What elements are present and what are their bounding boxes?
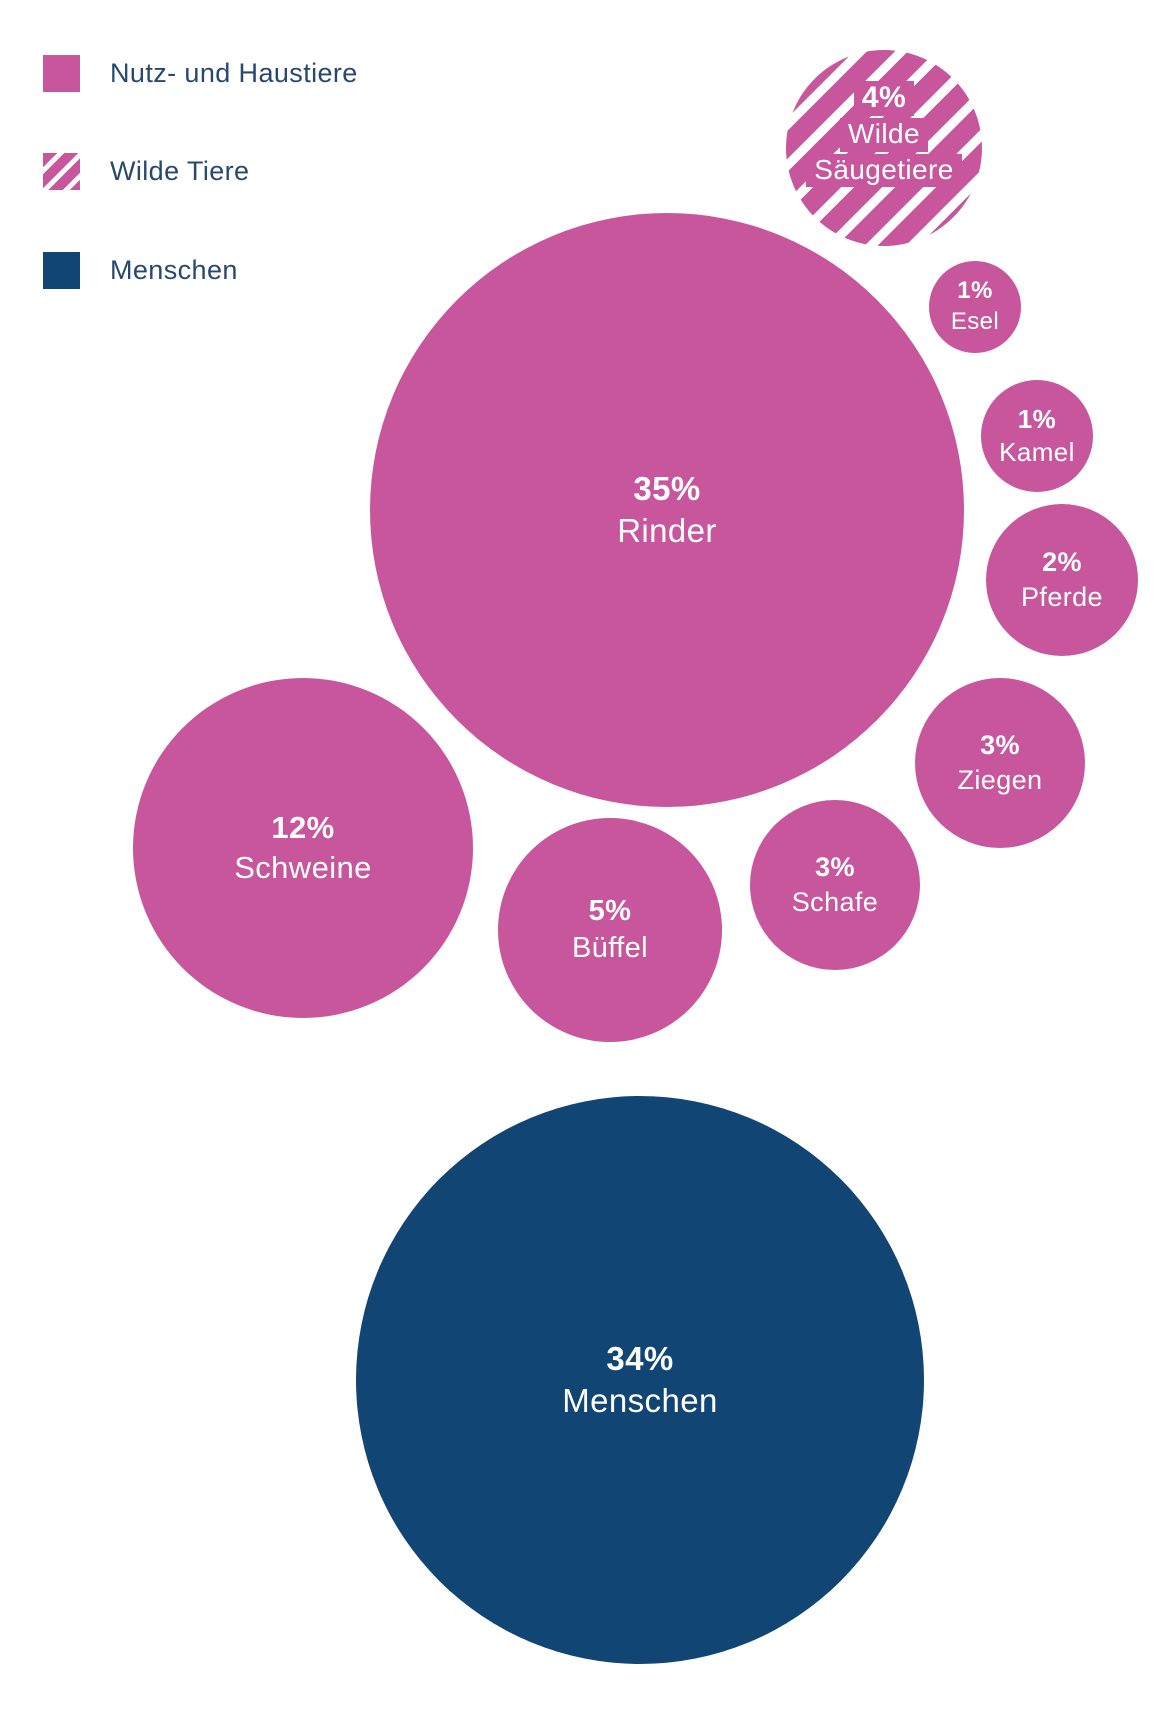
bubble-value: 1% (957, 277, 993, 305)
bubble-label: Pferde (1021, 582, 1103, 612)
bubble-label: Schweine (234, 850, 372, 885)
bubble-schafe: 3% Schafe (750, 800, 920, 970)
bubble-label: Kamel (999, 437, 1075, 467)
legend-swatch-striped-pink-icon (43, 153, 80, 190)
bubble-label: Schafe (791, 887, 879, 917)
bubble-menschen: 34% Menschen (356, 1096, 924, 1664)
bubble-value: 35% (633, 469, 701, 507)
bubble-value: 4% (853, 80, 915, 117)
bubble-label: Esel (950, 308, 1000, 335)
bubble-bueffel: 5% Büffel (498, 818, 722, 1042)
bubble-pferde: 2% Pferde (986, 504, 1138, 656)
legend-label: Wilde Tiere (110, 156, 250, 186)
legend-label: Menschen (110, 255, 238, 285)
bubble-schweine: 12% Schweine (133, 678, 473, 1018)
bubble-label: Rinder (617, 512, 717, 549)
bubble-label: Ziegen (957, 765, 1043, 795)
bubble-value: 5% (588, 894, 632, 927)
bubble-esel: 1% Esel (929, 261, 1021, 353)
legend-swatch-solid-blue-icon (43, 252, 80, 289)
bubble-label-line-2: Säugetiere (806, 153, 962, 188)
legend-item-wilde-tiere: Wilde Tiere (43, 153, 249, 190)
bubble-value: 34% (606, 1339, 674, 1377)
legend-item-menschen: Menschen (43, 252, 238, 289)
bubble-kamel: 1% Kamel (981, 380, 1093, 492)
bubble-label-line-1: Wilde (839, 118, 928, 152)
bubble-ziegen: 3% Ziegen (915, 678, 1085, 848)
legend-item-nutz-und-haustiere: Nutz- und Haustiere (43, 55, 358, 92)
bubble-rinder: 35% Rinder (370, 213, 964, 807)
bubble-label: Büffel (571, 932, 649, 964)
bubble-label: Menschen (562, 1382, 718, 1419)
legend-label: Nutz- und Haustiere (110, 58, 358, 88)
bubble-value: 3% (815, 852, 855, 883)
bubble-value: 2% (1042, 547, 1082, 578)
bubble-value: 3% (980, 730, 1020, 761)
bubble-text-block: 4% Wilde Säugetiere (806, 80, 962, 188)
legend-swatch-solid-pink-icon (43, 55, 80, 92)
bubble-wilde-saeugetiere: 4% Wilde Säugetiere (786, 50, 982, 246)
bubble-value: 12% (271, 810, 335, 846)
bubble-value: 1% (1017, 403, 1057, 434)
